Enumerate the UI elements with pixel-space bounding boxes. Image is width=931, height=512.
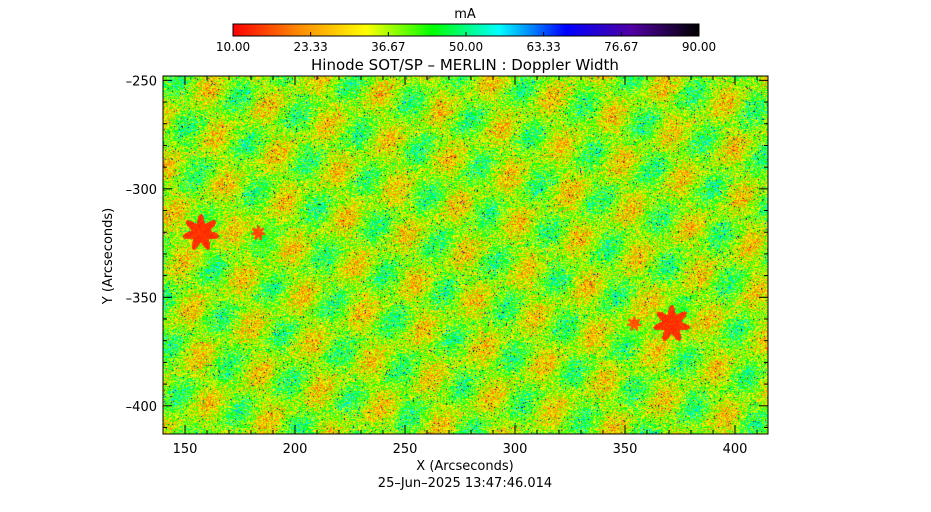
chart-title: Hinode SOT/SP – MERLIN : Doppler Width [311, 56, 619, 74]
x-axis-label: X (Arcseconds) [416, 459, 513, 474]
x-tick-label: 150 [173, 442, 198, 457]
colorbar-tick-label: 50.00 [449, 40, 483, 54]
colorbar-tick-label: 36.67 [371, 40, 405, 54]
timestamp: 25–Jun–2025 13:47:46.014 [378, 476, 552, 491]
colorbar-ticks: 10.00 23.33 36.67 50.00 63.33 76.67 90.00 [216, 32, 716, 54]
y-tick-label: –350 [126, 291, 157, 306]
y-axis: –250 –300 –350 –400 [126, 74, 768, 428]
colorbar-label: mA [454, 7, 476, 22]
x-axis: 150 200 250 300 350 400 [173, 76, 758, 457]
x-tick-label: 300 [503, 442, 528, 457]
colorbar-tick-label: 76.67 [604, 40, 638, 54]
x-tick-label: 400 [723, 442, 748, 457]
colorbar-tick-label: 23.33 [293, 40, 327, 54]
colorbar-tick-label: 63.33 [526, 40, 560, 54]
colorbar: mA 10.00 23.33 36.67 50.00 63.33 76.67 90.00 [216, 7, 716, 54]
y-tick-label: –300 [126, 183, 157, 198]
x-tick-label: 250 [393, 442, 418, 457]
y-tick-label: –250 [126, 74, 157, 89]
y-axis-label: Y (Arcseconds) [101, 208, 116, 305]
y-tick-label: –400 [126, 400, 157, 415]
colorbar-tick-label: 10.00 [216, 40, 250, 54]
plot-frame [162, 75, 769, 435]
plot-area: 150 200 250 300 350 400 –250 –300 –350 –400 [126, 74, 769, 457]
x-tick-label: 200 [283, 442, 308, 457]
doppler-width-heatmap [163, 76, 768, 434]
colorbar-tick-label: 90.00 [682, 40, 716, 54]
x-tick-label: 350 [613, 442, 638, 457]
